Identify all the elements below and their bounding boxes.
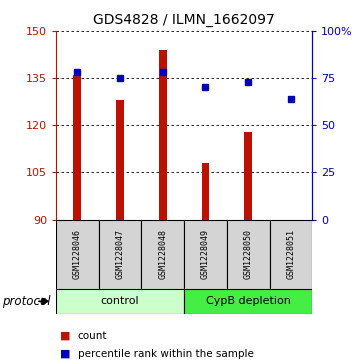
Text: GSM1228049: GSM1228049 — [201, 229, 210, 279]
Text: protocol: protocol — [2, 295, 50, 308]
Text: GSM1228048: GSM1228048 — [158, 229, 167, 279]
Bar — [270, 220, 312, 289]
Text: GSM1228046: GSM1228046 — [73, 229, 82, 279]
Bar — [56, 289, 184, 314]
Bar — [116, 100, 124, 220]
Bar — [142, 220, 184, 289]
Text: ■: ■ — [60, 331, 70, 341]
Text: GSM1228050: GSM1228050 — [244, 229, 253, 279]
Text: GSM1228047: GSM1228047 — [116, 229, 125, 279]
Text: ■: ■ — [60, 349, 70, 359]
Bar — [159, 50, 166, 220]
Text: count: count — [78, 331, 107, 341]
Text: CypB depletion: CypB depletion — [206, 296, 291, 306]
Text: percentile rank within the sample: percentile rank within the sample — [78, 349, 253, 359]
Text: control: control — [101, 296, 139, 306]
Bar — [184, 220, 227, 289]
Bar — [74, 75, 81, 220]
Title: GDS4828 / ILMN_1662097: GDS4828 / ILMN_1662097 — [93, 13, 275, 27]
Bar — [244, 131, 252, 220]
Text: GSM1228051: GSM1228051 — [286, 229, 295, 279]
Bar — [56, 220, 99, 289]
Bar — [227, 220, 270, 289]
Bar — [184, 289, 312, 314]
Bar — [202, 163, 209, 220]
Bar — [99, 220, 142, 289]
